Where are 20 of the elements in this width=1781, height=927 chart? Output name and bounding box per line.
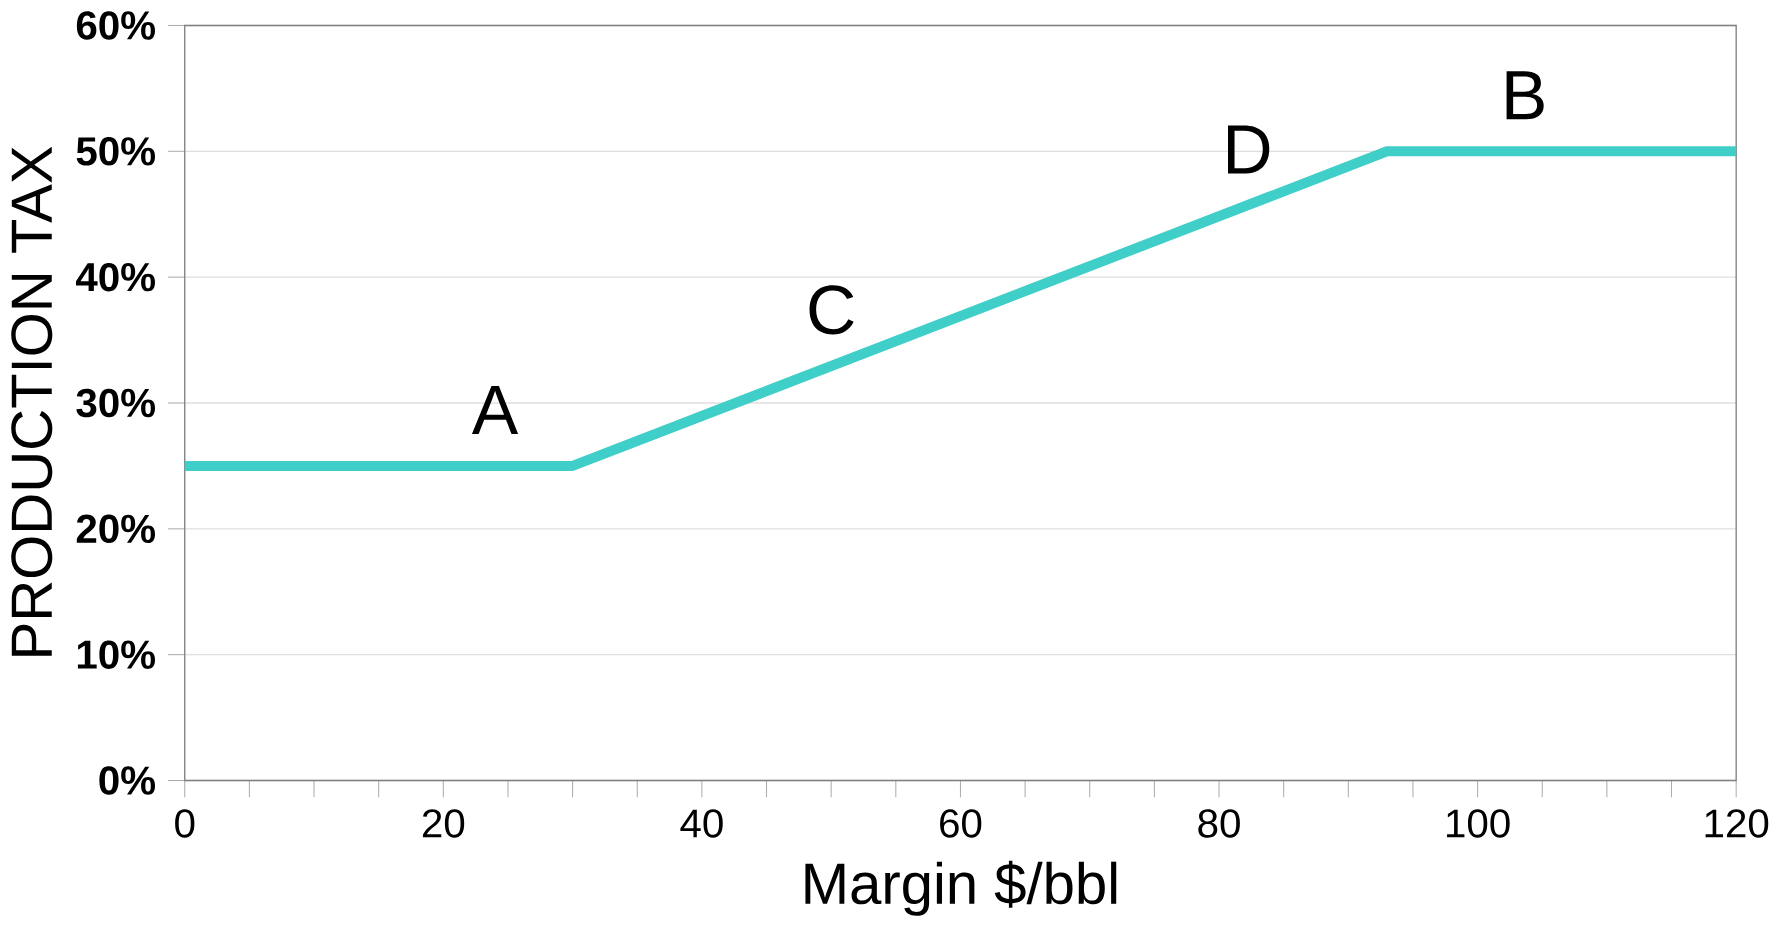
- x-axis-title: Margin $/bbl: [805, 860, 1117, 916]
- annotation: C: [809, 285, 854, 335]
- y-axis-title: PRODUCTION TAX: [11, 146, 53, 656]
- x-tick-label: 100: [1447, 809, 1510, 838]
- annotation: B: [1506, 71, 1544, 120]
- y-tick-label: 20%: [76, 514, 155, 544]
- x-tick-label: 120: [1705, 809, 1769, 838]
- y-tick-label: 60%: [76, 11, 155, 40]
- y-tick-label: 50%: [76, 137, 155, 166]
- annotation: D: [1228, 125, 1270, 174]
- x-tick-label: 60: [940, 809, 982, 838]
- x-tick-label: 80: [1198, 809, 1240, 838]
- y-tick-label: 0%: [99, 766, 155, 795]
- y-tick-label: 10%: [77, 640, 155, 669]
- x-tick-label: 0: [175, 809, 195, 838]
- x-tick-label: 20: [422, 809, 465, 838]
- x-tick-label: 40: [680, 809, 723, 838]
- y-tick-label: 30%: [76, 388, 155, 418]
- annotation: A: [471, 385, 519, 434]
- y-tick-label: 40%: [76, 262, 155, 292]
